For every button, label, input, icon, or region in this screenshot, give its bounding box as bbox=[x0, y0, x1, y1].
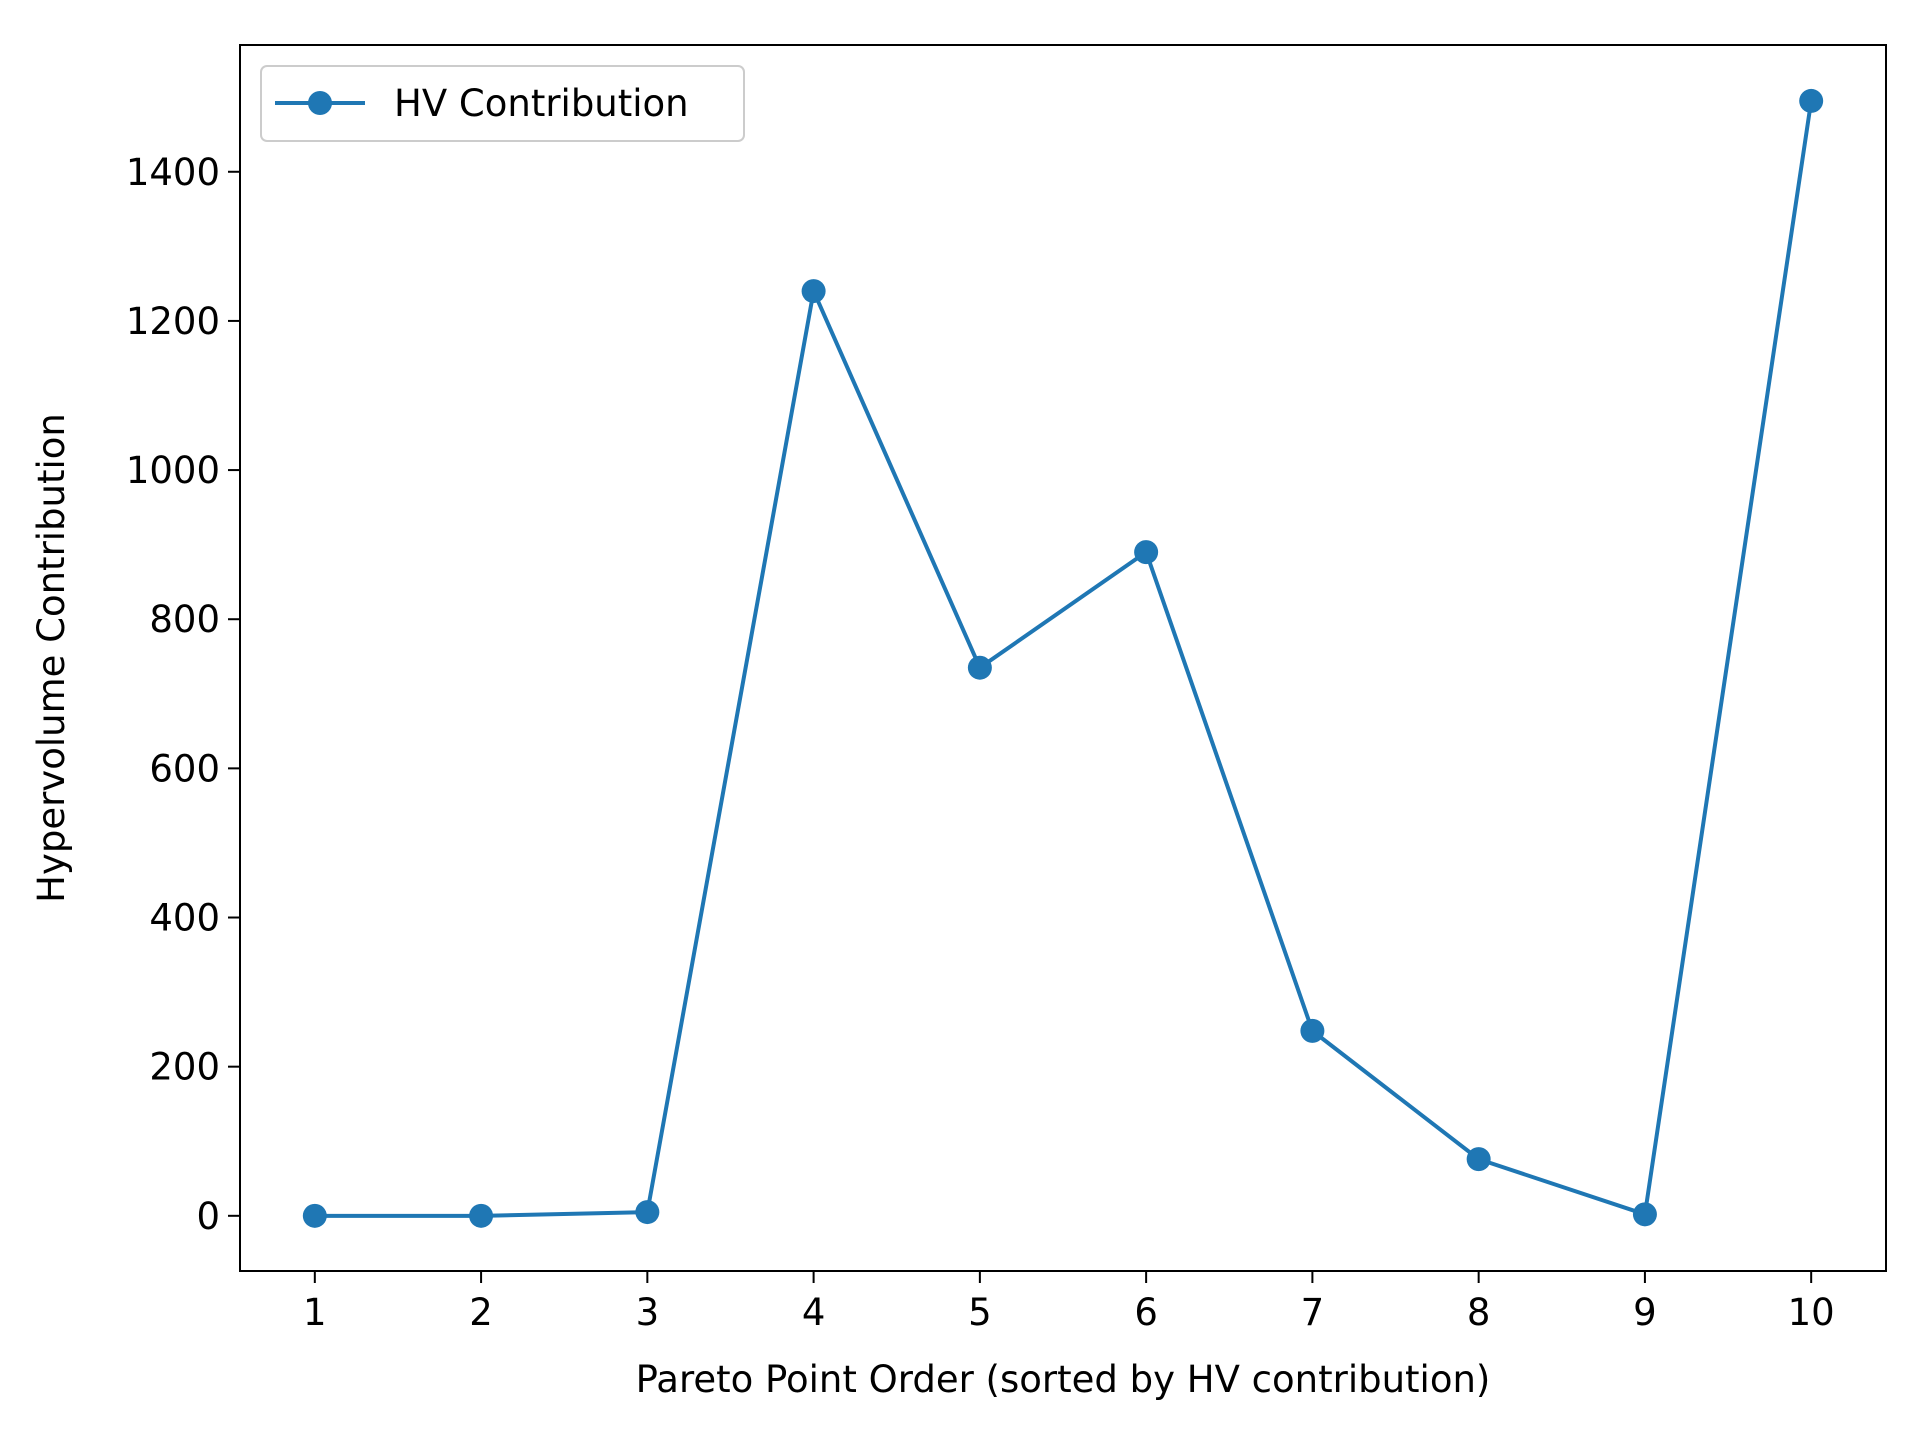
x-tick-label: 3 bbox=[636, 1291, 660, 1334]
x-tick-label: 10 bbox=[1788, 1291, 1835, 1334]
y-axis-label: Hypervolume Contribution bbox=[30, 413, 73, 903]
y-tick-label: 400 bbox=[149, 897, 220, 940]
y-tick-label: 1000 bbox=[126, 449, 220, 492]
legend-entry-hv-contribution: HV Contribution bbox=[394, 82, 689, 125]
y-tick-label: 1200 bbox=[126, 300, 220, 343]
legend-marker bbox=[308, 91, 332, 115]
x-tick-label: 8 bbox=[1467, 1291, 1491, 1334]
data-point bbox=[1466, 1147, 1491, 1172]
legend: HV Contribution bbox=[260, 65, 745, 142]
series-line-hv-contribution bbox=[314, 100, 1814, 1218]
y-tick-label: 200 bbox=[149, 1046, 220, 1089]
data-point bbox=[1300, 1018, 1325, 1043]
x-tick-label: 6 bbox=[1134, 1291, 1158, 1334]
y-axis: 0 200 400 600 800 1000 1200 1400 bbox=[126, 151, 240, 1238]
series-layer bbox=[302, 88, 1824, 1228]
data-point bbox=[302, 1203, 327, 1228]
x-tick-label: 2 bbox=[469, 1291, 493, 1334]
data-point bbox=[801, 279, 826, 304]
data-point bbox=[1134, 540, 1159, 565]
x-tick-label: 9 bbox=[1633, 1291, 1657, 1334]
x-tick-label: 5 bbox=[968, 1291, 992, 1334]
data-point bbox=[635, 1200, 660, 1225]
x-tick-label: 4 bbox=[802, 1291, 826, 1334]
y-tick-label: 1400 bbox=[126, 151, 220, 194]
data-point bbox=[1632, 1202, 1657, 1227]
legend-box bbox=[260, 65, 745, 142]
y-tick-label: 600 bbox=[149, 747, 220, 790]
y-tick-label: 800 bbox=[149, 598, 220, 641]
x-tick-label: 1 bbox=[303, 1291, 327, 1334]
x-axis: 1 2 3 4 5 6 7 8 9 10 bbox=[303, 1271, 1835, 1334]
x-tick-label: 7 bbox=[1301, 1291, 1325, 1334]
data-point bbox=[1799, 88, 1824, 113]
data-point bbox=[967, 655, 992, 680]
y-tick-label: 0 bbox=[196, 1195, 220, 1238]
data-point bbox=[469, 1203, 494, 1228]
plot-frame bbox=[239, 44, 1887, 1272]
x-axis-label: Pareto Point Order (sorted by HV contrib… bbox=[636, 1358, 1491, 1401]
